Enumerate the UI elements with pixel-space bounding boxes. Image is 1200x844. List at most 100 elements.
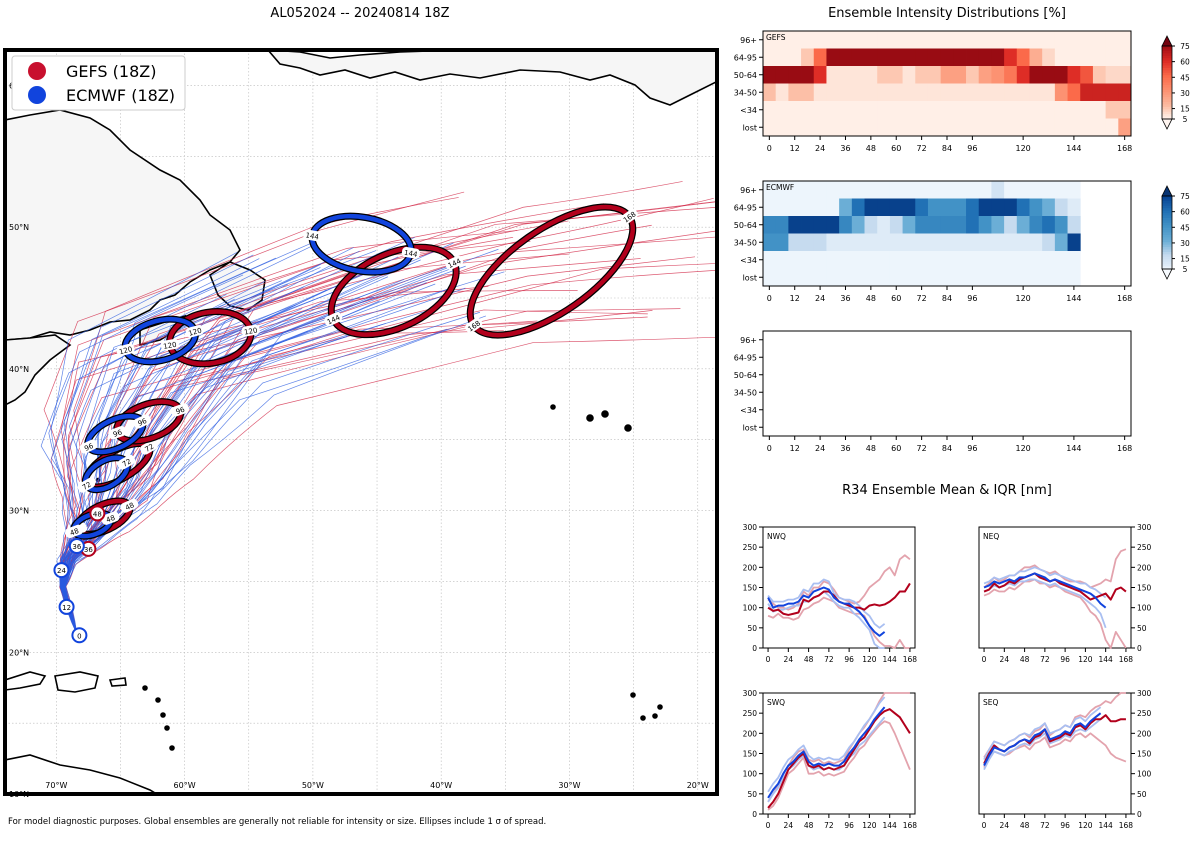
heatmap-cell bbox=[915, 181, 929, 199]
heatmap-cell bbox=[788, 251, 802, 269]
colorbar-segment bbox=[1162, 220, 1172, 224]
heatmap-cell bbox=[1029, 48, 1043, 67]
heatmap-cell bbox=[851, 198, 865, 217]
r34-panel-nwq: NWQ 0 24 48 72 96 120 144 168 0 50 100 150 200 250 300 bbox=[743, 523, 918, 664]
y-tick-label: 100 bbox=[743, 770, 758, 779]
x-tick-label: 0 bbox=[767, 294, 772, 303]
y-tick-label: 250 bbox=[1137, 709, 1152, 718]
heatmap-cell bbox=[788, 31, 802, 49]
ellipse-label-bg bbox=[120, 498, 139, 513]
heatmap-cell bbox=[1016, 31, 1030, 49]
heatmap-cell bbox=[763, 251, 777, 269]
heatmap-cell bbox=[1042, 118, 1056, 137]
heatmap-cell bbox=[851, 216, 865, 234]
ellipse-label-bg bbox=[65, 524, 84, 538]
heatmap-cell bbox=[801, 216, 815, 234]
heatmap-cell bbox=[763, 31, 777, 49]
colorbar-tick-label: 5 bbox=[1183, 265, 1188, 274]
colorbar-segment bbox=[1162, 239, 1172, 243]
x-tick-label: 96 bbox=[1060, 821, 1070, 830]
heatmap-cell bbox=[889, 181, 903, 199]
heatmap-cell bbox=[801, 198, 815, 217]
heatmap-cell bbox=[953, 216, 967, 234]
heatmap-cell bbox=[877, 31, 891, 49]
ellipse-tau-label: 48 bbox=[69, 527, 80, 538]
heatmap-cell bbox=[915, 198, 929, 217]
us-east-coast-landmass bbox=[5, 334, 72, 406]
y-tick-label: 0 bbox=[1137, 644, 1142, 653]
heatmap-cell bbox=[851, 251, 865, 269]
heatmap-cell bbox=[839, 216, 853, 234]
tau-marker bbox=[68, 538, 85, 554]
colorbar-segment bbox=[1162, 82, 1172, 86]
x-tick-label: 12 bbox=[790, 144, 800, 153]
heatmap-cell bbox=[813, 198, 827, 217]
x-tick-label: 84 bbox=[942, 294, 952, 303]
latitude-label: 20°N bbox=[9, 648, 29, 657]
heatmap-cell bbox=[978, 83, 992, 102]
heatmap-cell bbox=[1054, 181, 1068, 199]
colorbar-tick-label: 30 bbox=[1180, 239, 1190, 248]
heatmap-cell bbox=[966, 181, 980, 199]
colorbar-tick-label: 60 bbox=[1180, 58, 1190, 67]
ecmwf-q25-line bbox=[767, 590, 885, 649]
ecmwf-ellipse: 72 72 bbox=[77, 454, 136, 494]
heatmap-cell bbox=[978, 181, 992, 199]
heatmap-cell bbox=[1042, 233, 1056, 252]
y-tick-label: 200 bbox=[743, 563, 758, 572]
heatmap-cell bbox=[889, 48, 903, 67]
longitude-label: 40°W bbox=[430, 781, 452, 790]
heatmap-cell bbox=[788, 101, 802, 119]
heatmap-cell bbox=[801, 31, 815, 49]
heatmap-cell bbox=[877, 66, 891, 84]
heatmap-cell bbox=[889, 83, 903, 102]
heatmap-cell bbox=[839, 48, 853, 67]
heatmap-cell bbox=[991, 83, 1005, 102]
ellipse-label-bg bbox=[620, 208, 638, 225]
heatmap-cell bbox=[1092, 83, 1107, 102]
y-tick-label: 0 bbox=[1137, 810, 1142, 819]
heatmap-cell bbox=[839, 181, 853, 199]
heatmap-cell bbox=[1042, 101, 1056, 119]
heatmap-cell bbox=[915, 66, 929, 84]
heatmap-cell bbox=[877, 48, 891, 67]
heatmap-cell bbox=[801, 101, 815, 119]
heatmap-cell bbox=[851, 66, 865, 84]
heatmap-cell bbox=[826, 216, 840, 234]
ellipse-tau-label: 72 bbox=[81, 480, 93, 491]
colorbar-segment bbox=[1162, 256, 1172, 260]
heatmap-cell bbox=[851, 83, 865, 102]
heatmap-cell bbox=[763, 83, 777, 102]
longitude-label: 70°W bbox=[45, 781, 67, 790]
y-tick-label: 150 bbox=[743, 750, 758, 759]
heatmap-cell bbox=[915, 233, 929, 252]
heatmap-cell bbox=[801, 181, 815, 199]
x-tick-label: 168 bbox=[903, 821, 918, 830]
colorbar-tick-label: 75 bbox=[1180, 42, 1190, 51]
gefs-q25-line bbox=[767, 596, 910, 649]
heatmap-cell bbox=[788, 268, 802, 287]
y-tick-label: 100 bbox=[1137, 770, 1152, 779]
heatmap-cell bbox=[864, 101, 878, 119]
x-tick-label: 96 bbox=[844, 821, 854, 830]
ellipse-label-bg bbox=[160, 338, 179, 351]
heatmap-cell bbox=[902, 251, 916, 269]
heatmap-cell bbox=[1054, 66, 1068, 84]
heatmap-cell bbox=[1042, 66, 1056, 84]
heatmap-cell bbox=[953, 198, 967, 217]
heatmap-cell bbox=[889, 66, 903, 84]
colorbar-segment bbox=[1162, 222, 1172, 226]
heatmap-cell bbox=[978, 268, 992, 287]
heatmap-cell bbox=[1105, 118, 1119, 137]
heatmap-cell bbox=[1080, 118, 1094, 137]
ellipse-label-bg bbox=[241, 324, 260, 337]
x-tick-label: 72 bbox=[1040, 655, 1050, 664]
colorbar-segment bbox=[1162, 259, 1172, 263]
heatmap-cell bbox=[851, 118, 865, 137]
heatmap-cell bbox=[953, 181, 967, 199]
colorbar-segment bbox=[1162, 196, 1172, 199]
heatmap-cell bbox=[1118, 118, 1132, 137]
x-tick-label: 0 bbox=[766, 655, 771, 664]
heatmap-cell bbox=[1105, 31, 1119, 49]
